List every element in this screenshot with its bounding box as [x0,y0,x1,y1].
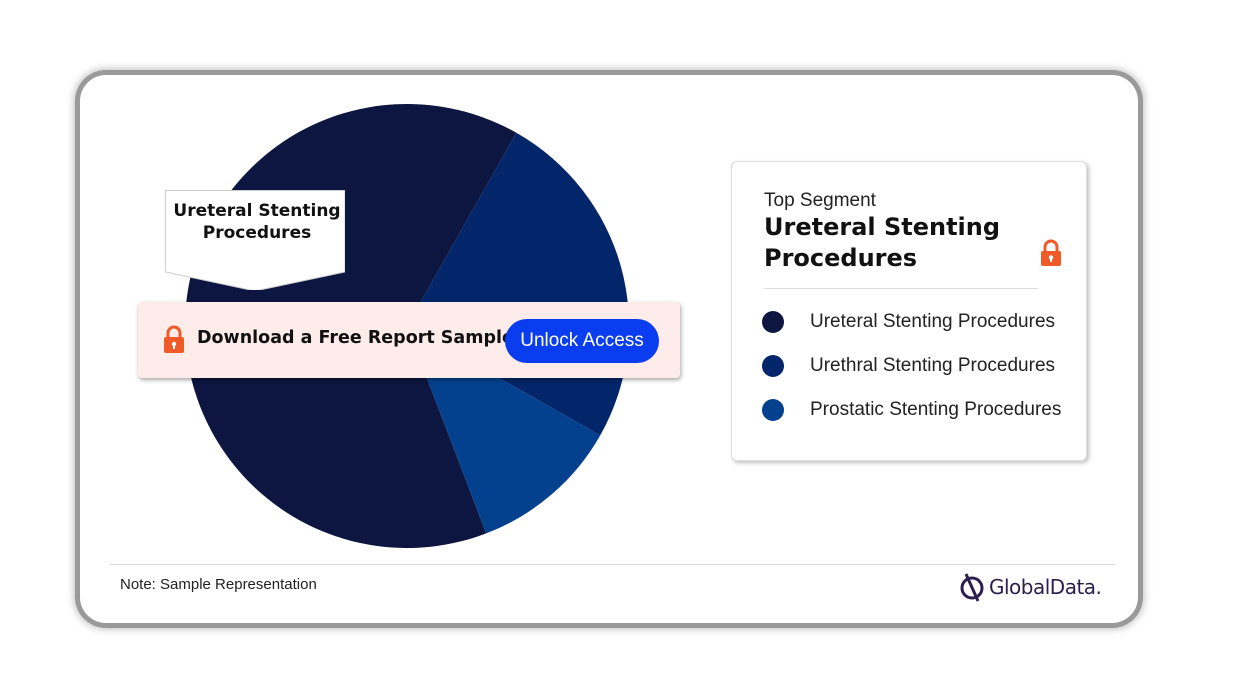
legend-label: Urethral Stenting Procedures [810,355,1056,376]
legend-swatch [762,399,784,421]
note: Note: Sample Representation [120,576,317,593]
callout-text: Ureteral Stenting Procedures [173,201,341,243]
top-segment-name: Ureteral Stenting Procedures [764,213,1001,272]
legend-label: Prostatic Stenting Procedures [810,399,1062,420]
separator [764,288,1038,289]
legend-label: Ureteral Stenting Procedures [810,311,1056,332]
lock-icon [164,325,184,353]
top-segment-label: Top Segment [764,190,876,211]
footer-rule [110,564,1115,565]
lock-icon [1041,239,1061,266]
unlock-button[interactable]: Unlock Access [505,319,659,363]
legend-swatch [762,311,784,333]
logo-text: GlobalData. [989,575,1102,599]
banner-text: Download a Free Report Sample [197,328,514,348]
logo: GlobalData. [960,572,1102,602]
legend-box: Top Segment Ureteral Stenting Procedures… [731,161,1087,461]
logo-icon [960,573,984,602]
callout-shape [165,190,345,290]
legend-swatch [762,355,784,377]
download-banner: Download a Free Report Sample Unlock Acc… [138,302,680,378]
